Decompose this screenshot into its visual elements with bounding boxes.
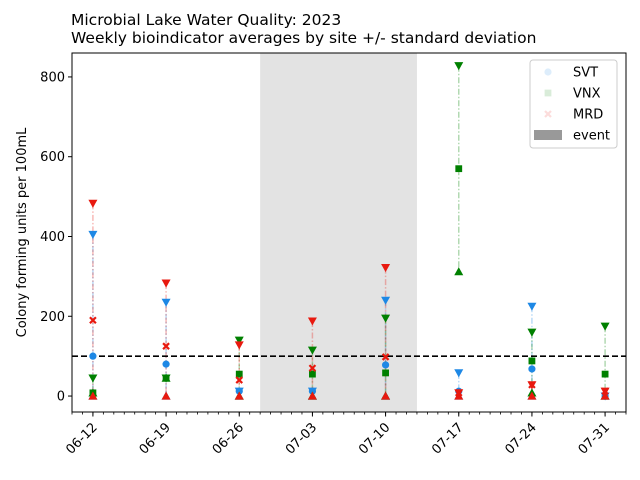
lower-cap-mrd (307, 391, 317, 400)
upper-cap-vnx (381, 314, 391, 323)
point-mrd (308, 364, 317, 372)
point-vnx (528, 357, 536, 365)
x-tick-label: 07-31 (576, 420, 613, 457)
upper-cap-svt (381, 296, 391, 305)
y-tick-label: 600 (40, 150, 65, 165)
x-tick-label: 06-12 (63, 420, 100, 457)
point-vnx (455, 165, 463, 173)
lower-cap-vnx (454, 267, 464, 276)
lower-cap-mrd (600, 391, 610, 400)
y-tick-label: 200 (40, 310, 65, 325)
event-band (260, 53, 417, 412)
y-axis-label: Colony forming units per 100mL (15, 127, 30, 338)
plot-frame (71, 52, 627, 413)
legend-label-vnx: VNX (573, 87, 601, 102)
upper-cap-mrd (88, 199, 98, 208)
upper-cap-vnx (234, 336, 244, 345)
point-svt (162, 360, 170, 368)
x-tick-label: 06-26 (210, 420, 247, 457)
upper-cap-svt (161, 298, 171, 307)
point-vnx (235, 370, 243, 378)
point-mrd (528, 381, 536, 389)
upper-cap-mrd (234, 341, 244, 350)
chart-subtitle: Weekly bioindicator averages by site +/-… (71, 29, 537, 47)
upper-cap-vnx (527, 328, 537, 337)
point-svt (308, 387, 317, 395)
y-tick-label: 800 (40, 70, 65, 85)
x-tick-label: 07-10 (356, 420, 393, 457)
point-mrd (89, 316, 97, 325)
lower-cap-mrd (454, 391, 464, 400)
y-tick-label: 0 (57, 390, 65, 405)
lower-cap-mrd (527, 391, 537, 400)
y-tick-label: 400 (40, 230, 65, 245)
point-vnx (601, 370, 609, 378)
legend-label-event: event (573, 129, 610, 144)
point-vnx (309, 370, 316, 378)
point-mrd (454, 389, 463, 397)
x-tick-label: 06-19 (137, 420, 174, 457)
x-tick-label: 07-17 (429, 420, 466, 457)
upper-cap-vnx (454, 62, 464, 71)
point-svt (89, 352, 97, 360)
point-mrd (235, 376, 244, 384)
upper-cap-vnx (88, 374, 98, 383)
point-svt (381, 361, 390, 369)
legend-label-mrd: MRD (573, 108, 603, 123)
point-vnx (382, 369, 389, 377)
lower-cap-mrd (88, 391, 98, 400)
legend-label-svt: SVT (573, 66, 598, 81)
x-tick-label: 07-24 (502, 420, 539, 457)
upper-cap-mrd (381, 264, 391, 273)
upper-cap-vnx (307, 346, 317, 355)
lower-cap-mrd (234, 391, 244, 400)
upper-cap-mrd (307, 317, 317, 326)
lower-cap-mrd (161, 391, 171, 400)
upper-cap-svt (88, 230, 98, 239)
upper-cap-svt (454, 369, 464, 378)
upper-cap-vnx (600, 322, 610, 331)
chart-title: Microbial Lake Water Quality: 2023 (71, 11, 342, 29)
legend-marker-event (534, 130, 562, 140)
point-mrd (381, 353, 390, 361)
point-mrd (601, 387, 609, 396)
point-svt (235, 387, 243, 395)
upper-cap-svt (527, 302, 537, 311)
lower-cap-mrd (381, 391, 391, 400)
legend-box (529, 59, 618, 149)
point-mrd (162, 342, 170, 350)
point-vnx (162, 374, 170, 382)
point-svt (528, 365, 536, 373)
x-tick-label: 07-03 (283, 420, 320, 457)
upper-cap-mrd (161, 279, 171, 288)
